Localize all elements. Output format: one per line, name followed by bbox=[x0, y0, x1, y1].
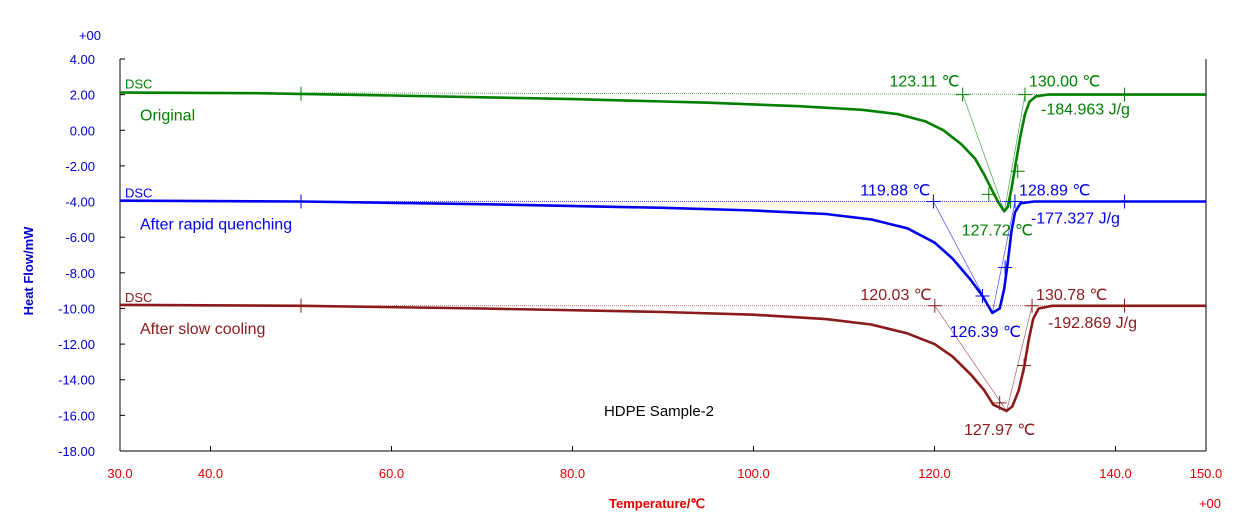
cross-marker bbox=[1018, 87, 1032, 102]
cross-marker bbox=[927, 298, 942, 313]
cross-marker bbox=[992, 395, 1007, 410]
y-tick-label: -16.00 bbox=[58, 408, 95, 423]
enthalpy-label: -184.963 J/g bbox=[1041, 101, 1130, 118]
series-tag: DSC bbox=[125, 290, 152, 305]
series-name: After slow cooling bbox=[140, 321, 265, 338]
cross-marker bbox=[1007, 194, 1022, 209]
onset-temperature-label: 120.03 ℃ bbox=[860, 287, 931, 304]
series-name: After rapid quenching bbox=[140, 217, 292, 234]
onset-tangent-line bbox=[962, 94, 1005, 212]
y-tick-label: 0.00 bbox=[70, 123, 95, 138]
enthalpy-label: -192.869 J/g bbox=[1048, 315, 1137, 332]
endset-tangent-line bbox=[991, 201, 1016, 313]
cross-marker bbox=[955, 87, 970, 102]
series-line bbox=[119, 91, 1206, 213]
cross-marker bbox=[975, 288, 990, 303]
series-tag: DSC bbox=[125, 76, 152, 91]
y-tick-label: -2.00 bbox=[65, 159, 95, 174]
series-layer: DSC Original 123.11 ℃ 130.00 ℃ -184.963 J/g 1… bbox=[119, 73, 1207, 439]
cross-marker bbox=[1117, 87, 1132, 102]
x-axis-label: Temperature/℃ bbox=[609, 496, 705, 511]
onset-tangent-line bbox=[934, 305, 1007, 412]
series-group: DSC After slow cooling 120.03 ℃ 130.78 ℃ -19… bbox=[119, 287, 1206, 439]
cross-marker bbox=[998, 260, 1013, 275]
endset-tangent-line bbox=[1006, 305, 1033, 411]
y-tick-label: -10.00 bbox=[58, 301, 95, 316]
x-tick-label: 140.0 bbox=[1099, 466, 1132, 481]
series-tag: DSC bbox=[125, 186, 152, 201]
cross-marker bbox=[1117, 298, 1132, 313]
x-exponent-label: +00 bbox=[1199, 496, 1221, 511]
cross-marker bbox=[1025, 298, 1040, 313]
endset-tangent-line bbox=[1004, 94, 1026, 212]
cross-marker bbox=[926, 194, 941, 209]
y-tick-label: -6.00 bbox=[65, 230, 95, 245]
cross-marker bbox=[1010, 164, 1025, 179]
x-tick-label: 60.0 bbox=[379, 466, 404, 481]
chart-title: HDPE Sample-2 bbox=[604, 403, 714, 420]
y-axis-label: Heat Flow/mW bbox=[21, 226, 36, 316]
cross-marker bbox=[294, 194, 308, 209]
cross-marker bbox=[1017, 358, 1032, 373]
onset-temperature-label: 119.88 ℃ bbox=[860, 183, 930, 200]
enthalpy-label: -177.327 J/g bbox=[1031, 211, 1120, 228]
peak-temperature-label: 127.97 ℃ bbox=[964, 422, 1035, 439]
x-tick-label: 30.0 bbox=[107, 466, 132, 481]
x-tick-label: 120.0 bbox=[918, 466, 951, 481]
x-tick-label: 80.0 bbox=[560, 466, 585, 481]
y-tick-label: -8.00 bbox=[65, 266, 95, 281]
peak-temperature-label: 126.39 ℃ bbox=[950, 324, 1021, 341]
x-tick-label: 40.0 bbox=[198, 466, 223, 481]
cross-marker bbox=[294, 298, 308, 313]
y-tick-label: -18.00 bbox=[58, 444, 95, 459]
cross-marker bbox=[981, 187, 996, 202]
cross-marker bbox=[294, 86, 308, 101]
x-tick-label: 100.0 bbox=[737, 466, 770, 481]
endset-temperature-label: 130.00 ℃ bbox=[1029, 73, 1100, 90]
cross-marker bbox=[1117, 194, 1132, 209]
peak-temperature-label: 127.72 ℃ bbox=[962, 222, 1033, 239]
axes: 4.00 2.00 0.00 -2.00 -4.00 -6.00 -8.00 -10.00 -1… bbox=[58, 52, 1222, 481]
series-line bbox=[119, 303, 1206, 413]
y-tick-label: -4.00 bbox=[65, 195, 95, 210]
onset-temperature-label: 123.11 ℃ bbox=[889, 73, 959, 90]
y-exponent-label: +00 bbox=[79, 28, 101, 43]
y-tick-label: -14.00 bbox=[58, 373, 95, 388]
y-tick-label: 2.00 bbox=[70, 88, 95, 103]
series-line bbox=[119, 199, 1206, 315]
y-tick-label: -12.00 bbox=[58, 337, 95, 352]
series-group: DSC Original 123.11 ℃ 130.00 ℃ -184.963 J/g 1… bbox=[119, 73, 1207, 239]
series-name: Original bbox=[140, 107, 195, 124]
x-tick-label: 150.0 bbox=[1190, 466, 1223, 481]
series-group: DSC After rapid quenching 119.88 ℃ 128.89 ℃… bbox=[119, 183, 1206, 341]
endset-temperature-label: 128.89 ℃ bbox=[1019, 183, 1090, 200]
y-tick-label: 4.00 bbox=[70, 52, 95, 67]
endset-temperature-label: 130.78 ℃ bbox=[1036, 287, 1107, 304]
